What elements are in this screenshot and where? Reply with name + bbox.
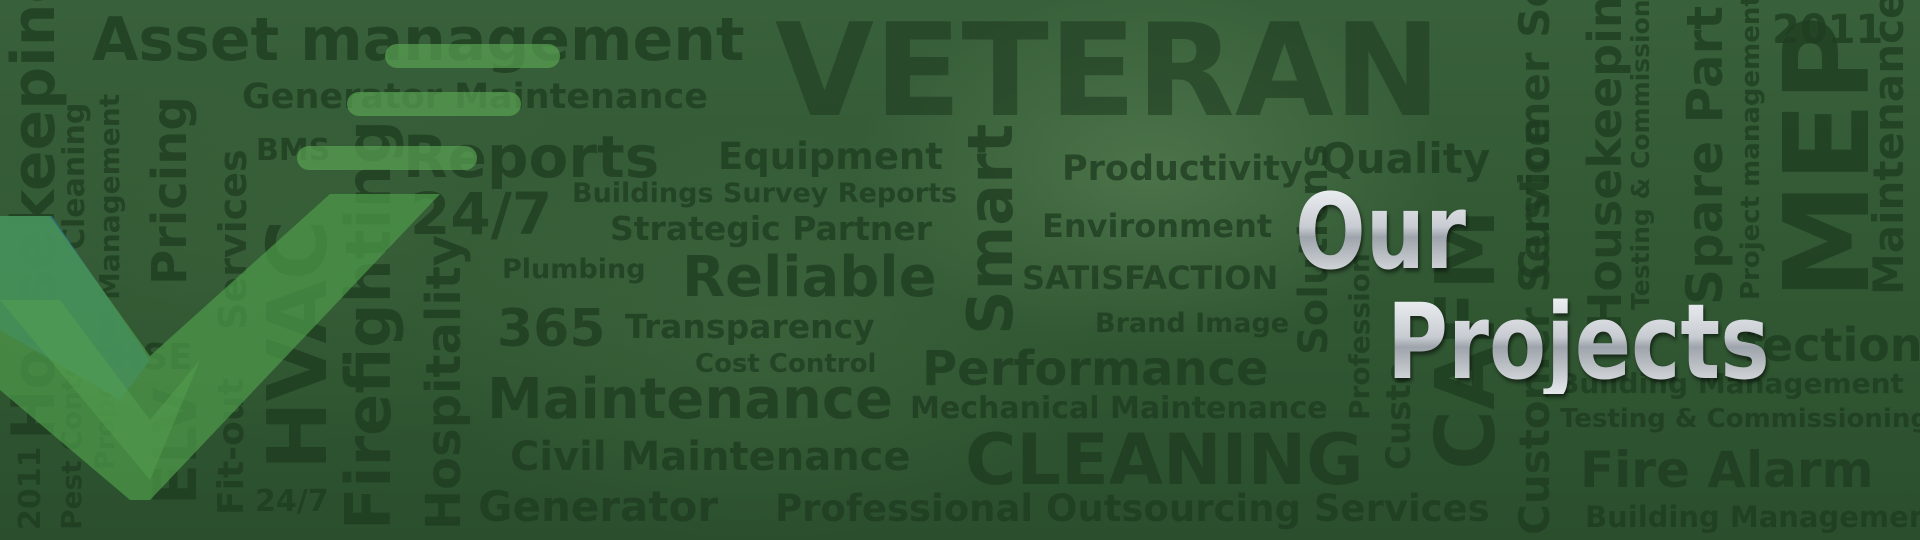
word-maintenance: Maintenance — [487, 367, 894, 432]
word-veteran: VETERAN — [775, 0, 1441, 146]
word-pricing: Pricing — [142, 96, 198, 285]
word-performance: Performance — [922, 341, 1269, 397]
word-smart: Smart — [954, 123, 1027, 335]
word-properties-vertical: Properties — [90, 310, 121, 470]
word-brand-image: Brand Image — [1095, 308, 1290, 339]
word-services-vertical: Services — [211, 149, 255, 330]
word-environment: Environment — [1042, 207, 1273, 245]
word-building-management-bottom: Building Management — [1585, 500, 1920, 534]
word-spare-part: Spare Part — [1676, 5, 1734, 305]
word-maintenance-right: Maintenance — [1864, 0, 1913, 295]
word-hospitality: Hospitality — [416, 234, 472, 530]
word-reliable: Reliable — [682, 245, 937, 310]
word-hse: HSE — [112, 337, 193, 378]
word-firefighting: Firefighting — [332, 119, 405, 530]
word-professional-outsourcing: Professional Outsourcing Services — [775, 487, 1490, 530]
word-buildings-survey-reports: Buildings Survey Reports — [572, 178, 958, 209]
word-asset-management: Asset management — [92, 5, 745, 75]
word-cost-control: Cost Control — [695, 349, 877, 379]
word-fitout-vertical: Fit-out — [211, 378, 252, 515]
word-generator: Generator — [478, 482, 719, 531]
word-2011-top: 2011 — [1772, 7, 1884, 53]
word-quality: Quality — [1320, 134, 1491, 183]
word-365: 365 — [497, 299, 606, 359]
title-our: Our — [1295, 171, 1466, 293]
word-elv: ELV — [141, 387, 211, 505]
word-building-management-mid: Building Management — [1558, 367, 1904, 400]
word-fire-alarm: Fire Alarm — [1580, 441, 1874, 499]
word-equipment: Equipment — [718, 135, 943, 178]
word-pest-control-vertical: Pest Control — [55, 334, 88, 530]
word-testing-commissioning: Testing & Commissioning — [1560, 404, 1920, 434]
word-2011-left: 2011 — [13, 446, 48, 531]
word-plumbing: Plumbing — [502, 254, 646, 285]
word-satisfaction: SATISFACTION — [1022, 259, 1279, 297]
word-hvac: HVAC — [251, 219, 346, 470]
word-bms: BMS — [256, 133, 331, 168]
word-cleaning: CLEANING — [965, 419, 1364, 501]
title-projects: Projects — [1387, 281, 1770, 403]
word-strategic-partner: Strategic Partner — [610, 209, 932, 248]
word-management-vertical: Management — [93, 93, 126, 300]
word-productivity: Productivity — [1062, 149, 1303, 189]
word-civil-maintenance: Civil Maintenance — [510, 434, 911, 480]
word-transparency: Transparency — [625, 307, 875, 346]
word-generator-maintenance: Generator Maintenance — [242, 77, 708, 117]
word-cleaning-vertical: Cleaning — [57, 102, 92, 250]
word-247-bottom: 24/7 — [255, 484, 329, 519]
word-testing-commissioning-vertical: Testing & Commissioning — [1626, 0, 1655, 310]
word-infection: fection — [1742, 318, 1920, 372]
word-mechanical-maintenance: Mechanical Maintenance — [910, 391, 1328, 426]
